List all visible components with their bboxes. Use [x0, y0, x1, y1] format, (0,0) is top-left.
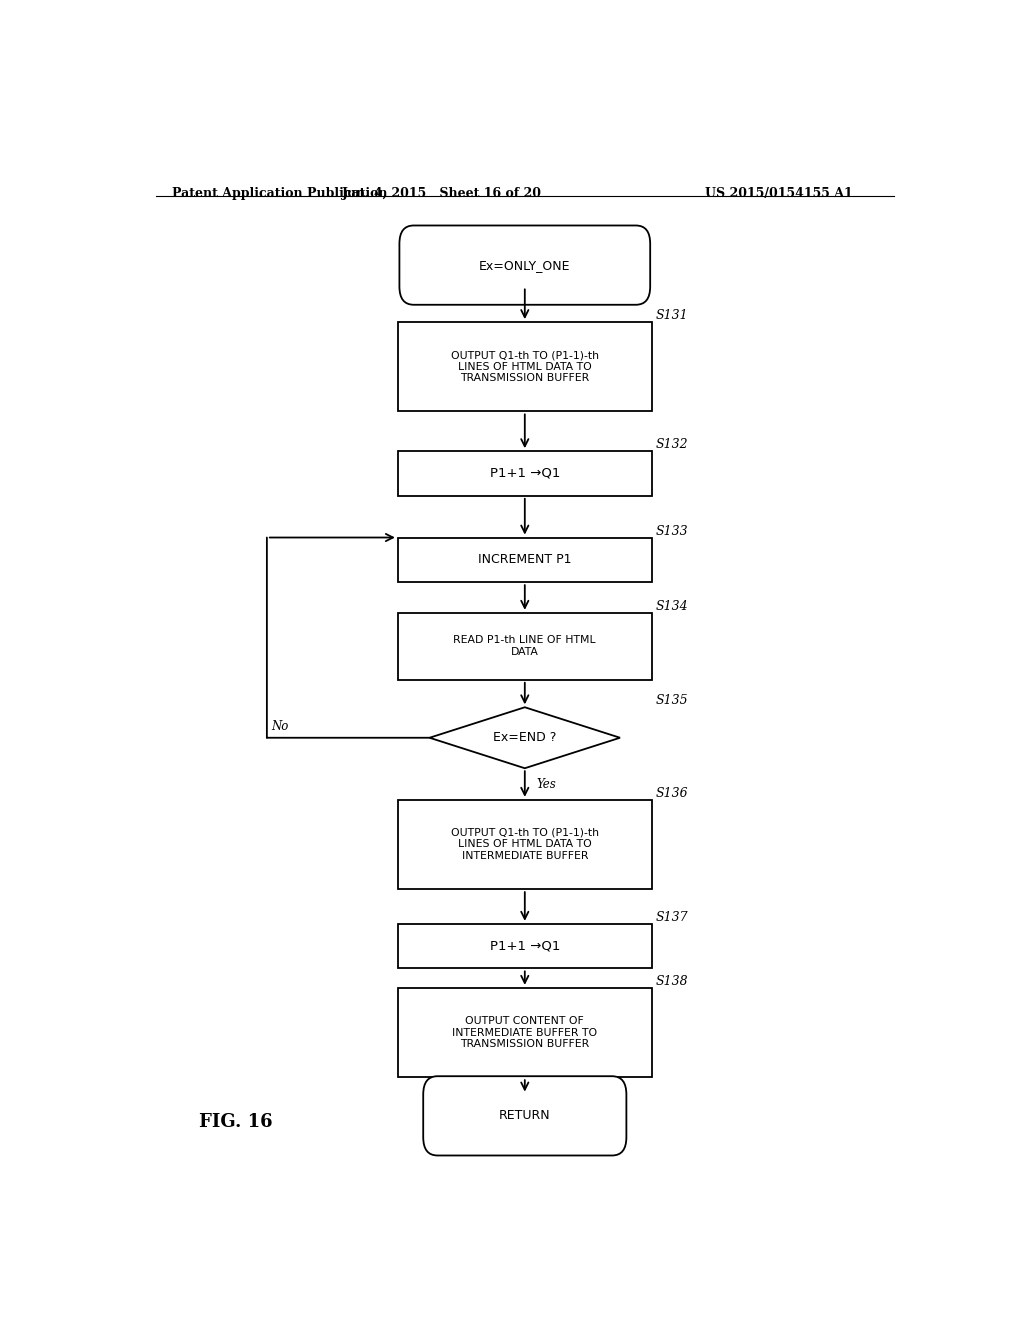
Text: OUTPUT CONTENT OF
INTERMEDIATE BUFFER TO
TRANSMISSION BUFFER: OUTPUT CONTENT OF INTERMEDIATE BUFFER TO… [453, 1016, 597, 1049]
Text: S132: S132 [655, 438, 688, 451]
Text: S137: S137 [655, 911, 688, 924]
Text: S131: S131 [655, 309, 688, 322]
Text: INCREMENT P1: INCREMENT P1 [478, 553, 571, 566]
Text: RETURN: RETURN [499, 1109, 551, 1122]
Text: Ex=ONLY_ONE: Ex=ONLY_ONE [479, 259, 570, 272]
Text: OUTPUT Q1-th TO (P1-1)-th
LINES OF HTML DATA TO
TRANSMISSION BUFFER: OUTPUT Q1-th TO (P1-1)-th LINES OF HTML … [451, 350, 599, 383]
Bar [397, 800, 651, 890]
Bar [397, 322, 651, 412]
Bar [397, 924, 651, 969]
Text: S133: S133 [655, 524, 688, 537]
Text: FIG. 16: FIG. 16 [200, 1113, 273, 1131]
Text: OUTPUT Q1-th TO (P1-1)-th
LINES OF HTML DATA TO
INTERMEDIATE BUFFER: OUTPUT Q1-th TO (P1-1)-th LINES OF HTML … [451, 828, 599, 861]
Text: P1+1 →Q1: P1+1 →Q1 [489, 467, 560, 480]
Text: READ P1-th LINE OF HTML
DATA: READ P1-th LINE OF HTML DATA [454, 635, 596, 657]
FancyBboxPatch shape [399, 226, 650, 305]
Text: Patent Application Publication: Patent Application Publication [172, 187, 387, 201]
Text: Ex=END ?: Ex=END ? [494, 731, 556, 744]
Text: No: No [270, 719, 288, 733]
Text: P1+1 →Q1: P1+1 →Q1 [489, 940, 560, 953]
Text: Jun. 4, 2015   Sheet 16 of 20: Jun. 4, 2015 Sheet 16 of 20 [341, 187, 542, 201]
Text: US 2015/0154155 A1: US 2015/0154155 A1 [705, 187, 853, 201]
Text: Yes: Yes [537, 779, 556, 792]
Bar [397, 612, 651, 680]
Text: S134: S134 [655, 599, 688, 612]
FancyBboxPatch shape [423, 1076, 627, 1155]
Bar [397, 537, 651, 582]
Text: S135: S135 [655, 694, 688, 708]
Text: S138: S138 [655, 974, 688, 987]
Polygon shape [430, 708, 620, 768]
Bar [397, 451, 651, 496]
Text: S136: S136 [655, 787, 688, 800]
Bar [397, 987, 651, 1077]
